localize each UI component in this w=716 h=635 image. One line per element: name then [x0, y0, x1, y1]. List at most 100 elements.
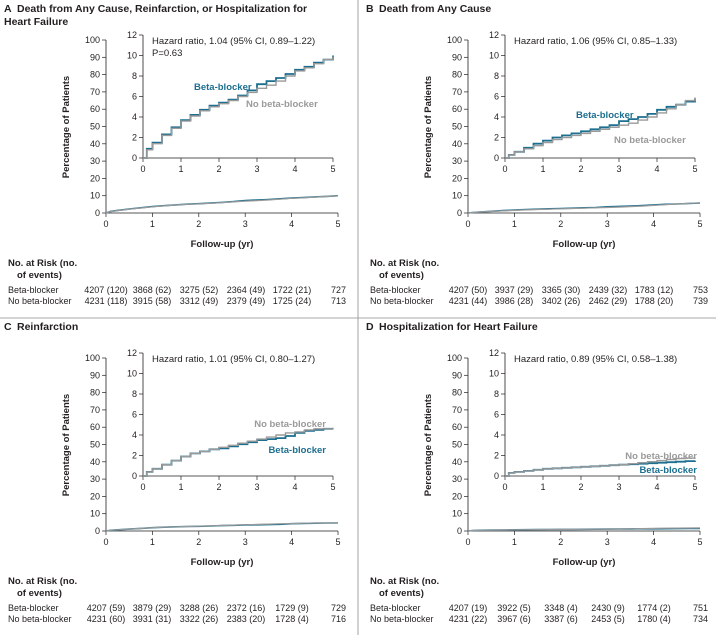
inset-y-tick-label: 8 — [494, 71, 499, 81]
risk-cell: 716 — [331, 614, 346, 624]
risk-cell: 2379 (49) — [227, 296, 266, 306]
outer-x-tick-label: 0 — [103, 537, 108, 547]
risk-cell: 1725 (24) — [273, 296, 312, 306]
outer-y-tick-label: 80 — [452, 388, 462, 398]
outer-y-tick-label: 20 — [452, 491, 462, 501]
hazard-ratio-annotation: Hazard ratio, 1.01 (95% CI, 0.80–1.27) — [152, 354, 315, 365]
inset-x-tick-label: 0 — [140, 482, 145, 492]
y-axis-label: Percentage of Patients — [423, 394, 434, 496]
inset-x-tick-label: 3 — [616, 482, 621, 492]
inset-x-tick-label: 2 — [216, 482, 221, 492]
inset-background — [491, 29, 701, 172]
outer-x-tick-label: 2 — [196, 537, 201, 547]
panel-c-title: Reinfarction — [17, 321, 78, 333]
outer-series-no-beta-blocker — [105, 522, 339, 532]
risk-cell: 3387 (6) — [544, 614, 578, 624]
inset-x-tick-label: 1 — [178, 482, 183, 492]
risk-cell: 713 — [331, 296, 346, 306]
risk-cell: 727 — [331, 285, 346, 295]
risk-row-label: Beta-blocker — [370, 285, 421, 295]
outer-y-tick-label: 90 — [452, 52, 462, 62]
outer-y-tick-label: 50 — [452, 122, 462, 132]
panel-b-letter: B — [366, 3, 374, 15]
series-label-beta-blocker: Beta-blocker — [639, 465, 697, 476]
risk-row-label: Beta-blocker — [8, 285, 59, 295]
risk-cell: 3322 (26) — [180, 614, 219, 624]
outer-y-tick-label: 0 — [95, 526, 100, 536]
risk-cell: 3986 (28) — [495, 296, 534, 306]
panel-c-letter: C — [4, 321, 12, 333]
inset-y-tick-label: 12 — [489, 30, 499, 40]
panel-a-letter: A — [4, 3, 12, 15]
risk-table-header: of events) — [17, 270, 62, 281]
risk-cell: 3879 (29) — [133, 603, 172, 613]
inset-y-tick-label: 12 — [127, 30, 137, 40]
risk-cell: 2462 (29) — [589, 296, 628, 306]
outer-y-tick-label: 40 — [452, 457, 462, 467]
inset-background — [129, 347, 339, 490]
risk-cell: 3365 (30) — [542, 285, 581, 295]
risk-cell: 1780 (4) — [637, 614, 671, 624]
inset-series-no-beta-blocker — [505, 97, 696, 159]
outer-y-tick-label: 60 — [452, 104, 462, 114]
inset-x-tick-label: 4 — [292, 482, 297, 492]
risk-cell: 3275 (52) — [180, 285, 219, 295]
risk-cell: 4231 (44) — [449, 296, 488, 306]
panel-d-title: Hospitalization for Heart Failure — [379, 321, 538, 333]
risk-cell: 739 — [693, 296, 708, 306]
inset-x-tick-label: 0 — [140, 164, 145, 174]
risk-cell: 3922 (5) — [497, 603, 531, 613]
inset-series-no-beta-blocker — [143, 56, 334, 159]
risk-cell: 2372 (16) — [227, 603, 266, 613]
outer-y-tick-label: 30 — [452, 474, 462, 484]
outer-y-tick-label: 80 — [90, 70, 100, 80]
inset-x-tick-label: 1 — [178, 164, 183, 174]
inset-x-tick-label: 4 — [654, 164, 659, 174]
risk-table-header: No. at Risk (no. — [8, 576, 77, 587]
outer-x-tick-label: 2 — [558, 219, 563, 229]
risk-cell: 1788 (20) — [635, 296, 674, 306]
outer-x-tick-label: 5 — [697, 537, 702, 547]
outer-y-tick-label: 0 — [457, 526, 462, 536]
risk-table-header: No. at Risk (no. — [370, 258, 439, 269]
outer-x-tick-label: 3 — [605, 219, 610, 229]
outer-x-tick-label: 3 — [243, 537, 248, 547]
risk-cell: 3402 (26) — [542, 296, 581, 306]
outer-y-tick-label: 10 — [90, 191, 100, 201]
outer-y-tick-label: 0 — [95, 208, 100, 218]
risk-cell: 4231 (22) — [449, 614, 488, 624]
risk-cell: 3915 (58) — [133, 296, 172, 306]
inset-y-tick-label: 0 — [132, 471, 137, 481]
inset-y-tick-label: 8 — [494, 389, 499, 399]
series-label-no-beta-blocker: No beta-blocker — [614, 135, 686, 146]
risk-table-header: No. at Risk (no. — [370, 576, 439, 587]
outer-y-tick-label: 90 — [90, 370, 100, 380]
outer-y-tick-label: 30 — [90, 156, 100, 166]
inset-y-tick-label: 2 — [132, 133, 137, 143]
risk-cell: 4231 (118) — [85, 296, 128, 306]
outer-x-tick-label: 5 — [335, 537, 340, 547]
hazard-ratio-annotation: Hazard ratio, 1.04 (95% CI, 0.89–1.22) — [152, 36, 315, 47]
outer-y-tick-label: 40 — [90, 457, 100, 467]
risk-cell: 4207 (19) — [449, 603, 488, 613]
outer-y-tick-label: 60 — [90, 104, 100, 114]
series-label-beta-blocker: Beta-blocker — [576, 110, 634, 121]
outer-x-tick-label: 3 — [605, 537, 610, 547]
risk-cell: 1774 (2) — [637, 603, 671, 613]
risk-cell: 4207 (50) — [449, 285, 488, 295]
outer-y-tick-label: 80 — [90, 388, 100, 398]
x-axis-label: Follow-up (yr) — [553, 239, 616, 250]
outer-x-tick-label: 5 — [335, 219, 340, 229]
inset-x-tick-label: 2 — [578, 482, 583, 492]
outer-x-tick-label: 5 — [697, 219, 702, 229]
outer-y-tick-label: 10 — [452, 191, 462, 201]
outer-y-tick-label: 100 — [85, 35, 100, 45]
risk-cell: 3348 (4) — [544, 603, 578, 613]
inset-x-tick-label: 3 — [254, 482, 259, 492]
outer-y-tick-label: 80 — [452, 70, 462, 80]
risk-cell: 1729 (9) — [275, 603, 309, 613]
inset-x-tick-label: 4 — [292, 164, 297, 174]
panel-a: A Death from Any Cause, Reinfarction, or … — [4, 3, 346, 306]
inset-y-tick-label: 12 — [127, 348, 137, 358]
risk-cell: 2364 (49) — [227, 285, 266, 295]
